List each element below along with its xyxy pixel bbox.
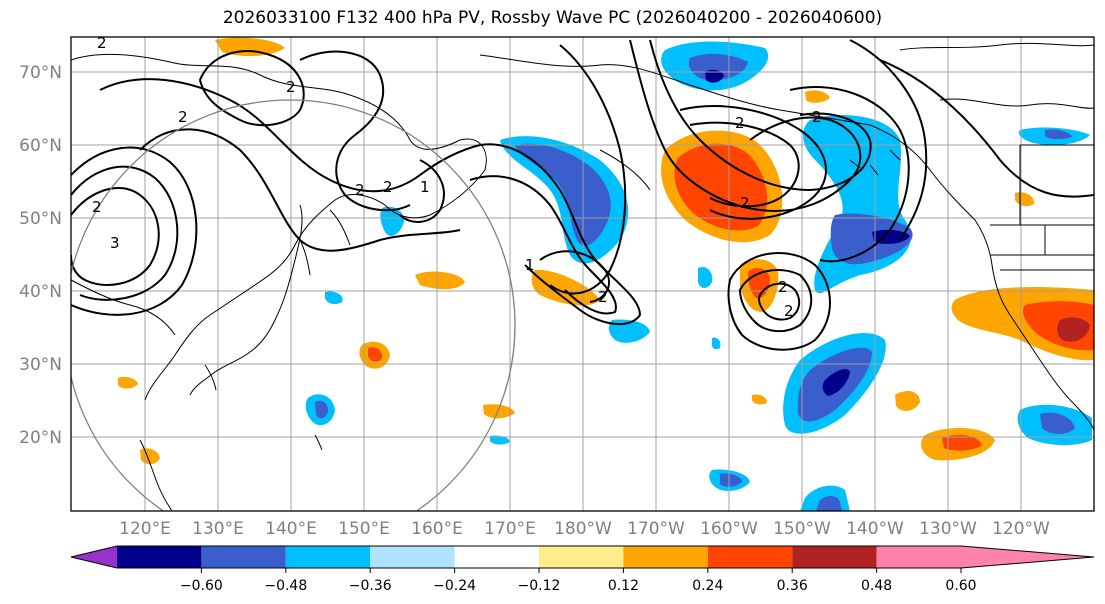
colorbar-tick-label: 0.36 bbox=[777, 578, 808, 594]
lon-label: 170°W bbox=[627, 519, 685, 539]
contour-label: 2 bbox=[735, 114, 745, 132]
contour-label: 2 bbox=[92, 198, 102, 216]
colorbar-segment bbox=[623, 546, 708, 568]
reference-circle bbox=[71, 99, 516, 511]
contour-label: 2 bbox=[97, 34, 107, 52]
colorbar-segment bbox=[454, 546, 539, 568]
lon-label: 140°W bbox=[846, 519, 904, 539]
colorbar-segment bbox=[285, 546, 371, 568]
contour-label: 2 bbox=[778, 278, 788, 296]
latitude-labels: 70°N 60°N 50°N 40°N 30°N 20°N bbox=[19, 63, 62, 448]
colorbar-tick-label: −0.60 bbox=[180, 578, 223, 594]
colorbar-extend-min bbox=[71, 546, 117, 568]
contour-label: 2 bbox=[286, 78, 296, 96]
lon-label: 130°E bbox=[192, 519, 244, 539]
colorbar-tick-label: 0.48 bbox=[861, 578, 892, 594]
lon-label: 170°E bbox=[484, 519, 536, 539]
colorbar-tick-label: 0.60 bbox=[945, 578, 976, 594]
colorbar-segment bbox=[201, 546, 286, 568]
colorbar-tick-label: −0.12 bbox=[518, 578, 561, 594]
coastlines bbox=[71, 42, 1094, 511]
lon-label: 160°E bbox=[411, 519, 463, 539]
lat-label-70n: 70°N bbox=[19, 63, 62, 83]
colorbar-segment bbox=[707, 546, 793, 568]
pv-contours bbox=[71, 39, 1094, 351]
colorbar-segment bbox=[370, 546, 455, 568]
colorbar-segment bbox=[117, 546, 202, 568]
lon-label: 150°W bbox=[773, 519, 831, 539]
lat-label-50n: 50°N bbox=[19, 209, 62, 229]
map-title: 2026033100 F132 400 hPa PV, Rossby Wave … bbox=[222, 8, 883, 28]
lat-label-40n: 40°N bbox=[19, 282, 62, 302]
lon-label: 150°E bbox=[338, 519, 390, 539]
contour-label: 1 bbox=[420, 178, 430, 196]
contour-label: 2 bbox=[178, 108, 188, 126]
lon-label: 180°W bbox=[554, 519, 612, 539]
colorbar: −0.60 −0.48 −0.36 −0.24 −0.12 0.12 0.24 … bbox=[70, 545, 1095, 594]
lat-label-60n: 60°N bbox=[19, 136, 62, 156]
lon-label: 120°E bbox=[119, 519, 171, 539]
colorbar-ticks bbox=[200, 568, 962, 573]
lon-label: 120°W bbox=[992, 519, 1050, 539]
colorbar-segment bbox=[876, 546, 961, 568]
contour-label: 3 bbox=[110, 234, 120, 252]
lon-label: 140°E bbox=[265, 519, 317, 539]
contour-label: 1 bbox=[525, 256, 535, 274]
lon-label: 160°W bbox=[700, 519, 758, 539]
colorbar-tick-label: −0.36 bbox=[349, 578, 392, 594]
longitude-labels: 120°E 130°E 140°E 150°E 160°E 170°E 180°… bbox=[119, 519, 1050, 539]
colorbar-extend-max bbox=[961, 546, 1094, 568]
contour-label: 2 bbox=[812, 108, 822, 126]
colorbar-tick-label: −0.48 bbox=[264, 578, 307, 594]
lat-label-20n: 20°N bbox=[19, 428, 62, 448]
contour-label: 2 bbox=[355, 181, 365, 199]
colorbar-segment bbox=[539, 546, 624, 568]
graticule-grid bbox=[71, 37, 1094, 511]
colorbar-tick-label: 0.12 bbox=[608, 578, 639, 594]
colorbar-tick-label: −0.24 bbox=[433, 578, 476, 594]
contour-label: 2 bbox=[383, 178, 393, 196]
lon-label: 130°W bbox=[919, 519, 977, 539]
colorbar-outline bbox=[70, 545, 1095, 569]
colorbar-tick-label: 0.24 bbox=[692, 578, 723, 594]
contour-labels: 2 2 2 2 2 2 1 1 3 2 2 2 2 2 2 bbox=[92, 34, 822, 320]
lat-label-30n: 30°N bbox=[19, 355, 62, 375]
map-frame bbox=[70, 36, 1095, 512]
contour-label: 2 bbox=[598, 288, 608, 306]
contour-label: 2 bbox=[740, 194, 750, 212]
contour-label: 2 bbox=[784, 302, 794, 320]
colorbar-segment bbox=[792, 546, 877, 568]
